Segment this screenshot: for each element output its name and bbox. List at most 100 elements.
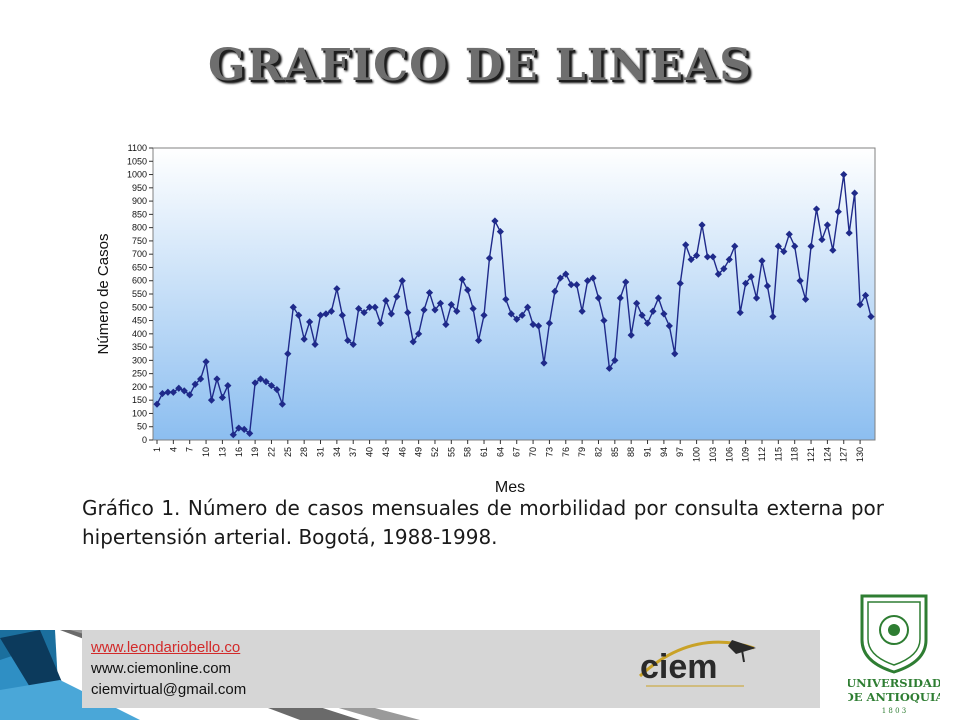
data-point bbox=[404, 308, 412, 317]
udea-logo-line2: DE ANTIOQUIA bbox=[848, 690, 940, 704]
udea-logo-line1: UNIVERSIDAD bbox=[848, 676, 940, 690]
data-point bbox=[703, 253, 712, 261]
email-text: ciemvirtual@gmail.com bbox=[91, 681, 247, 698]
x-tick-label: 106 bbox=[724, 447, 734, 462]
website-link[interactable]: www.leondariobello.co bbox=[91, 639, 241, 656]
data-point bbox=[698, 221, 706, 229]
website-text: www.ciemonline.com bbox=[91, 660, 232, 677]
slide-title: GRAFICO DE LINEAS bbox=[208, 40, 752, 91]
data-point bbox=[393, 293, 401, 301]
data-point bbox=[665, 322, 673, 330]
x-tick-label: 91 bbox=[643, 447, 653, 457]
data-point bbox=[573, 281, 581, 289]
y-tick-label: 200 bbox=[132, 382, 147, 392]
data-point bbox=[780, 247, 788, 256]
x-tick-label: 40 bbox=[365, 447, 375, 457]
x-tick-label: 82 bbox=[593, 447, 603, 457]
x-tick-label: 118 bbox=[790, 447, 800, 461]
data-point bbox=[605, 364, 613, 372]
data-point bbox=[502, 295, 510, 303]
data-point bbox=[529, 320, 537, 329]
data-point bbox=[562, 270, 570, 278]
x-tick-label: 103 bbox=[708, 447, 718, 462]
y-tick-label: 150 bbox=[132, 395, 147, 405]
x-tick-label: 52 bbox=[430, 447, 440, 457]
y-tick-label: 700 bbox=[132, 249, 147, 259]
data-point bbox=[273, 385, 281, 394]
y-tick-label: 600 bbox=[132, 276, 147, 286]
x-tick-label: 58 bbox=[463, 447, 473, 457]
ciem-logo: ciem bbox=[638, 640, 756, 687]
x-tick-label: 16 bbox=[234, 447, 244, 457]
data-point bbox=[633, 299, 641, 307]
x-tick-label: 13 bbox=[217, 447, 227, 457]
data-point bbox=[382, 297, 390, 305]
data-point bbox=[600, 316, 608, 325]
x-tick-label: 124 bbox=[822, 447, 832, 462]
data-point bbox=[540, 359, 548, 367]
y-tick-label: 900 bbox=[132, 196, 147, 206]
data-point bbox=[409, 338, 417, 346]
x-axis-label: Mes bbox=[495, 479, 525, 496]
data-point bbox=[823, 221, 831, 229]
data-point bbox=[398, 277, 406, 285]
data-point bbox=[524, 303, 532, 311]
data-point bbox=[545, 319, 554, 327]
x-tick-label: 115 bbox=[773, 447, 783, 461]
data-point bbox=[654, 294, 663, 302]
data-point bbox=[774, 242, 782, 250]
data-point bbox=[164, 388, 172, 396]
data-point bbox=[360, 308, 368, 317]
x-tick-label: 112 bbox=[757, 447, 767, 461]
y-tick-label: 100 bbox=[132, 408, 147, 418]
data-point bbox=[861, 291, 870, 299]
data-point bbox=[207, 396, 216, 404]
x-tick-label: 130 bbox=[855, 447, 865, 462]
line-chart: 0 50 100 150 200 250 300 350 400 450 500 550 600 650 7… bbox=[95, 143, 876, 496]
data-point bbox=[202, 358, 210, 366]
x-tick-label: 22 bbox=[266, 447, 276, 457]
data-point bbox=[158, 389, 167, 398]
data-point bbox=[376, 319, 385, 327]
x-tick-label: 31 bbox=[316, 447, 326, 457]
data-point bbox=[534, 322, 543, 330]
data-point bbox=[464, 286, 472, 294]
data-point bbox=[491, 217, 499, 225]
y-tick-label: 250 bbox=[132, 369, 147, 379]
x-tick-label: 37 bbox=[348, 447, 358, 457]
x-tick-label: 61 bbox=[479, 447, 489, 457]
x-tick-label: 70 bbox=[528, 447, 538, 457]
data-point bbox=[752, 294, 761, 302]
data-point bbox=[812, 205, 821, 213]
data-point bbox=[496, 228, 504, 236]
data-point bbox=[731, 242, 739, 250]
x-tick-label: 55 bbox=[446, 447, 456, 457]
y-tick-label: 1000 bbox=[127, 170, 147, 180]
x-tick-label: 7 bbox=[185, 447, 195, 452]
y-tick-label: 1050 bbox=[127, 156, 147, 166]
x-tick-label: 10 bbox=[201, 447, 211, 457]
y-tick-label: 50 bbox=[137, 422, 147, 432]
chart-caption: Gráfico 1. Número de casos mensuales de … bbox=[82, 496, 884, 549]
data-point bbox=[169, 388, 177, 396]
data-point bbox=[415, 330, 423, 338]
data-point bbox=[758, 257, 766, 265]
data-point bbox=[682, 241, 690, 249]
x-tick-label: 127 bbox=[839, 447, 849, 462]
y-tick-label: 750 bbox=[132, 236, 147, 246]
data-point bbox=[594, 294, 603, 302]
data-point bbox=[551, 287, 559, 295]
y-tick-label: 800 bbox=[132, 223, 147, 233]
data-point bbox=[235, 424, 243, 432]
data-point bbox=[518, 311, 526, 319]
x-tick-label: 46 bbox=[397, 447, 407, 457]
y-tick-label: 300 bbox=[132, 355, 147, 365]
data-point bbox=[153, 400, 161, 408]
data-point bbox=[801, 295, 810, 303]
data-point bbox=[791, 242, 799, 250]
data-point bbox=[725, 255, 733, 264]
x-tick-label: 100 bbox=[692, 447, 702, 462]
y-tick-label: 950 bbox=[132, 183, 147, 193]
x-tick-label: 19 bbox=[250, 447, 260, 457]
data-point bbox=[785, 230, 793, 238]
